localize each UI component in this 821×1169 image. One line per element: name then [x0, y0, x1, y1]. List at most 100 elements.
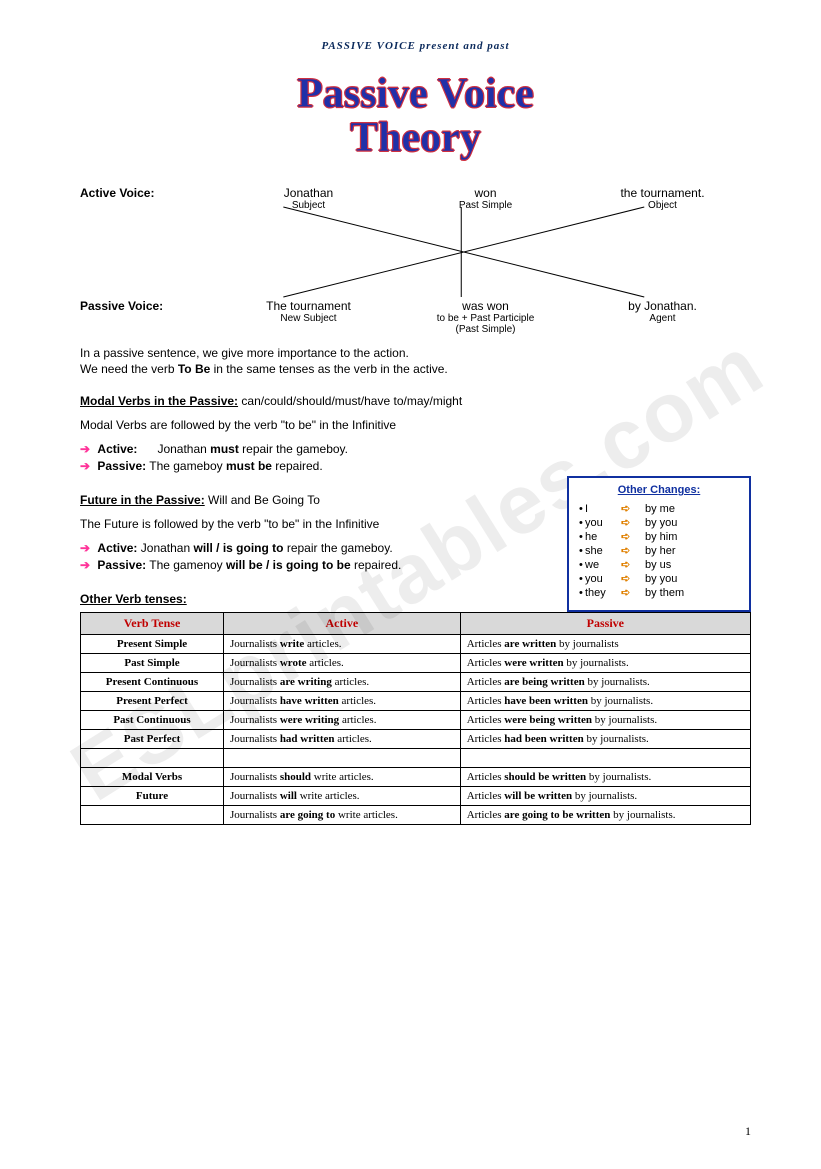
future-title: Future in the Passive: Will and Be Going… — [80, 493, 510, 507]
bullet-icon: • — [579, 545, 583, 557]
other-changes-row: •she➪by her — [579, 544, 739, 557]
arrow-icon: ➔ — [80, 459, 90, 473]
title-block: Passive Voice Theory — [80, 72, 751, 160]
cell-active: Journalists had written articles. — [224, 729, 461, 748]
oc-from: we — [585, 559, 621, 571]
oc-to: by him — [645, 531, 739, 543]
modal-passive-pre: The gameboy — [149, 459, 226, 473]
future-active-post: repair the gameboy. — [283, 541, 392, 555]
cell-passive: Articles will be written by journalists. — [460, 786, 750, 805]
oc-from: I — [585, 503, 621, 515]
cell-passive: Articles should be written by journalist… — [460, 767, 750, 786]
passive-sub-subject: New Subject — [220, 313, 397, 324]
cell-active: Journalists are writing articles. — [224, 672, 461, 691]
modal-passive-post: repaired. — [272, 459, 323, 473]
cell-tense: Future — [81, 786, 224, 805]
intro-l2-post: in the same tenses as the verb in the ac… — [210, 362, 447, 376]
page-number: 1 — [745, 1124, 751, 1139]
cell-passive: Articles are going to be written by jour… — [460, 805, 750, 824]
active-verb: won — [397, 186, 574, 200]
cell-tense: Past Simple — [81, 653, 224, 672]
oc-from: you — [585, 517, 621, 529]
bullet-icon: • — [579, 559, 583, 571]
cell-passive: Articles were being written by journalis… — [460, 710, 750, 729]
arrow-right-icon: ➪ — [621, 544, 645, 557]
cell-active: Journalists were writing articles. — [224, 710, 461, 729]
table-header-row: Verb Tense Active Passive — [81, 612, 751, 634]
cell-passive: Articles have been written by journalist… — [460, 691, 750, 710]
table-row: Present ContinuousJournalists are writin… — [81, 672, 751, 691]
oc-from: she — [585, 545, 621, 557]
active-voice-row: Active Voice: Jonathan won the tournamen… — [80, 186, 751, 200]
future-title-post: Will and Be Going To — [205, 493, 320, 507]
modal-active: ➔ Active: Jonathan must repair the gameb… — [80, 442, 510, 456]
oc-to: by you — [645, 573, 739, 585]
bullet-icon: • — [579, 573, 583, 585]
active-sub-row: Subject Past Simple Object — [80, 200, 751, 211]
passive-verb: was won — [397, 299, 574, 313]
cell-active: Journalists will write articles. — [224, 786, 461, 805]
cell-tense: Present Perfect — [81, 691, 224, 710]
arrow-right-icon: ➪ — [621, 586, 645, 599]
arrow-right-icon: ➪ — [621, 516, 645, 529]
other-changes-box: Other Changes: •I➪by me•you➪by you•he➪by… — [567, 476, 751, 612]
table-row: Past ContinuousJournalists were writing … — [81, 710, 751, 729]
modal-title-text: Modal Verbs in the Passive: — [80, 394, 238, 408]
other-changes-row: •he➪by him — [579, 530, 739, 543]
cell-active: Journalists wrote articles. — [224, 653, 461, 672]
bullet-icon: • — [579, 531, 583, 543]
table-row: FutureJournalists will write articles.Ar… — [81, 786, 751, 805]
document-page: ESLprintables.com PASSIVE VOICE present … — [0, 0, 821, 1169]
future-title-text: Future in the Passive: — [80, 493, 205, 507]
modal-passive: ➔ Passive: The gameboy must be repaired. — [80, 459, 510, 473]
bullet-icon: • — [579, 503, 583, 515]
table-blank — [81, 748, 751, 767]
cell-active: Journalists have written articles. — [224, 691, 461, 710]
intro-l2-pre: We need the verb — [80, 362, 178, 376]
cell-passive: Articles had been written by journalists… — [460, 729, 750, 748]
oc-from: you — [585, 573, 621, 585]
passive-agent: by Jonathan. — [574, 299, 751, 313]
future-active-bold: will / is going to — [193, 541, 283, 555]
cell-tense: Past Continuous — [81, 710, 224, 729]
cell-active: Journalists should write articles. — [224, 767, 461, 786]
passive-sub-row: New Subject to be + Past Participle Agen… — [80, 313, 751, 324]
table-blank-row — [81, 748, 751, 767]
future-passive-bold: will be / is going to be — [226, 558, 351, 572]
active-sub-subject: Subject — [220, 200, 397, 211]
table-row: Modal VerbsJournalists should write arti… — [81, 767, 751, 786]
arrow-right-icon: ➪ — [621, 572, 645, 585]
intro-paragraph: In a passive sentence, we give more impo… — [80, 345, 751, 377]
active-subject: Jonathan — [220, 186, 397, 200]
table-row: Journalists are going to write articles.… — [81, 805, 751, 824]
table-row: Past SimpleJournalists wrote articles.Ar… — [81, 653, 751, 672]
passive-label: Passive Voice: — [80, 299, 220, 313]
table-body-2: Modal VerbsJournalists should write arti… — [81, 767, 751, 824]
tense-table: Verb Tense Active Passive Present Simple… — [80, 612, 751, 825]
future-section: Future in the Passive: Will and Be Going… — [80, 493, 510, 572]
future-active-label: Active: — [97, 541, 137, 555]
arrow-right-icon: ➪ — [621, 502, 645, 515]
future-passive-label: Passive: — [97, 558, 146, 572]
cell-tense — [81, 805, 224, 824]
arrow-right-icon: ➪ — [621, 530, 645, 543]
oc-from: he — [585, 531, 621, 543]
active-label: Active Voice: — [80, 186, 220, 200]
intro-l1: In a passive sentence, we give more impo… — [80, 346, 409, 360]
oc-to: by us — [645, 559, 739, 571]
passive-sub-row2: (Past Simple) — [80, 324, 751, 335]
modal-active-bold: must — [210, 442, 239, 456]
cell-tense: Present Simple — [81, 634, 224, 653]
other-changes-rows: •I➪by me•you➪by you•he➪by him•she➪by her… — [579, 502, 739, 599]
th-passive: Passive — [460, 612, 750, 634]
cell-tense: Past Perfect — [81, 729, 224, 748]
cell-tense: Modal Verbs — [81, 767, 224, 786]
passive-sub-verb2: (Past Simple) — [397, 324, 574, 335]
active-sub-verb: Past Simple — [397, 200, 574, 211]
modal-section: Modal Verbs in the Passive: can/could/sh… — [80, 394, 510, 473]
future-line: The Future is followed by the verb "to b… — [80, 517, 510, 531]
active-sub-object: Object — [574, 200, 751, 211]
title-line2: Theory — [80, 116, 751, 160]
other-changes-title: Other Changes: — [579, 484, 739, 496]
table-body-1: Present SimpleJournalists write articles… — [81, 634, 751, 748]
